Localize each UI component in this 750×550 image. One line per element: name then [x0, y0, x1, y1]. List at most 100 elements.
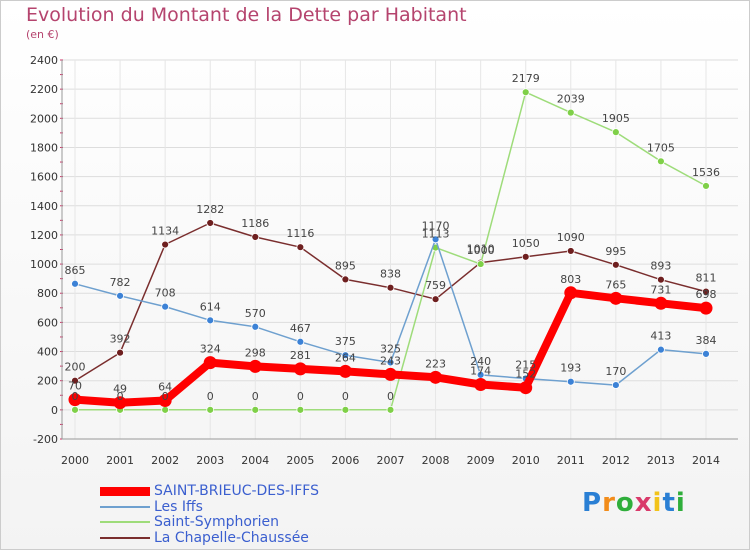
data-label: 413 — [650, 330, 671, 343]
data-point — [296, 405, 305, 414]
y-tick-label: 2000 — [30, 112, 58, 125]
y-tick-label: 1200 — [30, 229, 58, 242]
data-point — [521, 88, 530, 97]
data-label: 1134 — [151, 225, 179, 238]
data-label: 0 — [162, 390, 169, 403]
data-label: 1536 — [692, 166, 720, 179]
data-label: 1116 — [286, 227, 314, 240]
x-tick-label: 2010 — [512, 454, 540, 467]
data-point — [384, 367, 397, 381]
data-label: 0 — [252, 390, 259, 403]
data-label: 49 — [113, 383, 127, 396]
data-point — [702, 182, 710, 190]
data-point — [293, 362, 307, 376]
x-tick-label: 2013 — [647, 454, 675, 467]
data-point — [702, 349, 710, 358]
data-label: 152 — [515, 368, 536, 381]
data-point — [657, 157, 665, 166]
data-label: 708 — [155, 287, 176, 300]
x-tick-label: 2002 — [151, 454, 179, 467]
chart-subtitle: (en €) — [26, 28, 59, 41]
x-tick-label: 2009 — [467, 454, 495, 467]
data-point — [71, 376, 79, 385]
y-tick-label: 600 — [37, 316, 58, 329]
data-point — [341, 405, 350, 414]
x-tick-label: 2008 — [422, 454, 450, 467]
data-label: 325 — [380, 342, 401, 355]
data-point — [654, 296, 668, 310]
data-point — [341, 351, 350, 360]
data-label: 0 — [207, 390, 214, 403]
data-point — [161, 302, 170, 311]
data-label: 0 — [117, 390, 124, 403]
data-point — [609, 291, 623, 305]
data-label: 765 — [605, 278, 626, 291]
x-tick-label: 2004 — [241, 454, 269, 467]
data-point — [474, 377, 488, 391]
y-tick-label: 1600 — [30, 171, 58, 184]
data-label: 200 — [65, 361, 86, 374]
data-label: 223 — [425, 357, 446, 370]
data-label: 384 — [696, 334, 717, 347]
legend-swatch — [100, 486, 150, 496]
y-tick-label: 1800 — [30, 141, 58, 154]
data-label: 0 — [342, 390, 349, 403]
data-point — [431, 295, 440, 304]
data-point — [386, 283, 395, 292]
legend-swatch — [100, 505, 150, 508]
data-point — [116, 348, 124, 357]
data-label: 838 — [380, 268, 401, 281]
data-label: 893 — [650, 260, 671, 273]
y-tick-label: 1000 — [30, 258, 58, 271]
y-tick-label: 400 — [37, 346, 58, 359]
data-point — [386, 405, 395, 414]
data-point — [657, 345, 665, 354]
data-label: 614 — [200, 300, 221, 313]
y-tick-label: 1400 — [30, 200, 58, 213]
logo-letter: x — [634, 488, 653, 518]
data-point — [611, 128, 620, 137]
x-tick-label: 2011 — [557, 454, 585, 467]
chart-title: Evolution du Montant de la Dette par Hab… — [26, 4, 467, 26]
legend-swatch — [100, 536, 150, 539]
data-point — [611, 381, 620, 389]
data-label: 1705 — [647, 141, 675, 154]
y-tick-label: 0 — [51, 404, 58, 417]
data-point — [699, 301, 713, 315]
logo-letter: t — [662, 488, 676, 518]
data-label: 995 — [605, 245, 626, 258]
x-tick-label: 2000 — [61, 454, 89, 467]
logo-letter: o — [615, 488, 635, 518]
data-point — [476, 260, 485, 268]
logo-letter: i — [652, 488, 663, 518]
data-label: 1010 — [467, 243, 495, 256]
data-point — [68, 393, 82, 407]
x-tick-label: 2006 — [331, 454, 359, 467]
logo-letter: r — [602, 488, 616, 518]
y-tick-label: 200 — [37, 375, 58, 388]
data-point — [611, 260, 620, 269]
legend-label: La Chapelle-Chaussée — [154, 529, 309, 546]
data-label: 1000 — [467, 244, 495, 257]
data-label: 803 — [560, 273, 581, 286]
data-point — [566, 108, 575, 117]
data-label: 0 — [387, 390, 394, 403]
data-label: 731 — [650, 283, 671, 296]
data-label: 2039 — [557, 93, 585, 106]
data-label: 324 — [200, 343, 221, 356]
x-tick-label: 2007 — [377, 454, 405, 467]
data-point — [657, 275, 665, 284]
data-label: 782 — [110, 276, 131, 289]
data-point — [338, 364, 352, 378]
data-point — [71, 279, 79, 288]
data-label: 298 — [245, 346, 266, 359]
data-label: 281 — [290, 349, 311, 362]
y-tick-label: -200 — [33, 433, 58, 446]
data-label: 0 — [297, 390, 304, 403]
data-point — [206, 405, 215, 414]
data-point — [566, 377, 575, 386]
data-label: 215 — [515, 359, 536, 372]
data-label: 174 — [470, 364, 491, 377]
data-point — [203, 356, 217, 370]
